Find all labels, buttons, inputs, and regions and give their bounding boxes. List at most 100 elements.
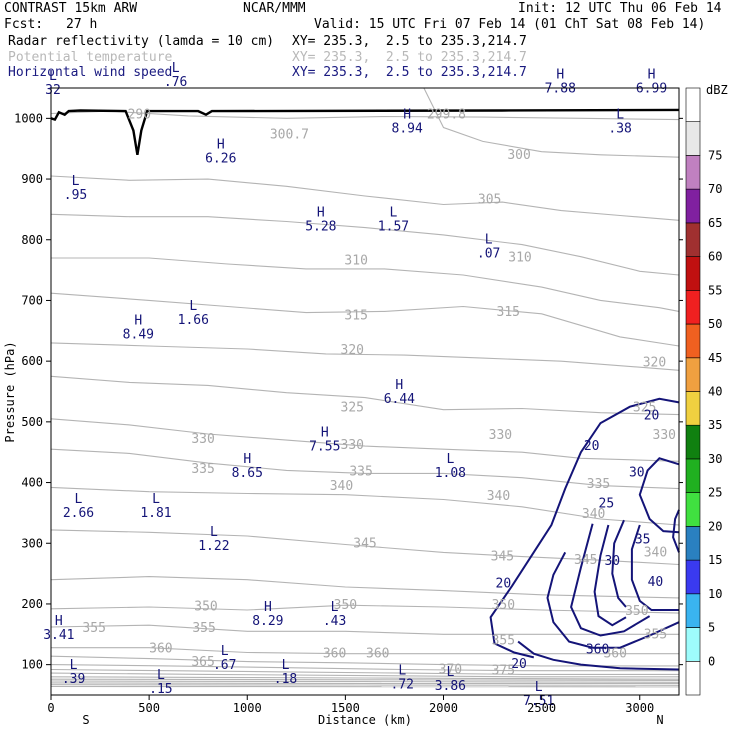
theta-isentrope	[50, 486, 680, 526]
extremum-type: H	[648, 67, 656, 82]
extremum-type: L	[210, 525, 218, 540]
center-label: NCAR/MMM	[243, 1, 306, 16]
theta-isentrope	[50, 448, 680, 490]
extremum-type: L	[72, 174, 80, 189]
extremum-value: .39	[62, 672, 85, 687]
extremum-marker: L.18	[274, 658, 297, 687]
colorbar-label: 30	[708, 452, 722, 466]
theta-contour-label: 310	[508, 250, 531, 265]
extremum-type: H	[317, 206, 325, 221]
theta-isentrope	[50, 668, 679, 675]
wind-contour-label: 30	[604, 554, 620, 569]
theta-isentrope	[50, 676, 680, 680]
wind-contour-label: 20	[584, 439, 600, 454]
extremum-value: 3.41	[43, 628, 74, 643]
field-name-theta: Potential temperature	[8, 50, 173, 65]
colorbar-box	[685, 424, 701, 460]
wind-contour-label: 25	[599, 497, 615, 512]
theta-contour-label: 355	[192, 621, 215, 636]
wind-isotach	[517, 640, 680, 671]
extremum-marker: H5.28	[305, 206, 336, 235]
x-axis-title: Distance (km)	[318, 713, 412, 727]
theta-isentrope	[50, 655, 679, 667]
colorbar-box	[685, 256, 701, 291]
wind-isotach	[546, 551, 680, 649]
theta-contour-label: 340	[487, 489, 510, 504]
extremum-marker: H8.49	[123, 314, 154, 343]
theta-contour-label: 350	[334, 598, 357, 613]
theta-contours	[50, 87, 680, 688]
theta-contour-label: 290	[128, 108, 151, 123]
x-tick-label: 2000	[429, 701, 458, 715]
init-time: Init: 12 UTC Thu 06 Feb 14	[518, 1, 722, 16]
extremum-value: 6.26	[205, 152, 236, 167]
theta-isentrope	[50, 342, 680, 371]
extremum-type: H	[55, 614, 63, 629]
terrain-line	[50, 108, 680, 155]
y-tick-label: 400	[21, 476, 43, 490]
y-tick-label: 900	[21, 172, 43, 186]
theta-contour-label: 325	[341, 400, 364, 415]
extremum-type: L	[172, 61, 180, 76]
field-name-wind: Horizontal wind speed	[8, 65, 173, 80]
extremum-type: H	[134, 314, 142, 329]
extremum-type: L	[49, 69, 57, 84]
theta-contour-label: 340	[582, 507, 605, 522]
extremum-type: H	[403, 107, 411, 122]
colorbar-box	[685, 627, 701, 662]
theta-isentrope	[51, 257, 680, 312]
x-tick-label: 500	[138, 701, 160, 715]
colorbar-label: 35	[708, 418, 722, 432]
x-tick-label: 3000	[625, 701, 654, 715]
wind-isotach	[489, 397, 680, 659]
extremum-marker: H8.94	[392, 107, 423, 136]
extremum-value: .43	[323, 614, 346, 629]
wind-contour-label: 30	[629, 466, 645, 481]
extremum-type: L	[398, 663, 406, 678]
colorbar-box	[685, 155, 701, 190]
extremum-marker: H7.55	[309, 425, 340, 454]
colorbar-box	[685, 188, 701, 224]
extremum-marker: H8.29	[252, 600, 283, 629]
theta-contour-label: 325	[633, 400, 656, 415]
extremum-marker: L.72	[391, 663, 414, 692]
theta-contour-label: 300.7	[270, 128, 309, 143]
theta-contour-label: 335	[349, 465, 372, 480]
wind-isotach	[630, 524, 679, 611]
plot-frame	[50, 87, 680, 696]
theta-contour-label: 340	[644, 545, 667, 560]
extremum-marker: H8.65	[232, 452, 263, 481]
extremum-value: 32	[45, 83, 61, 98]
extremum-type: L	[331, 600, 339, 615]
colorbar-label: 20	[708, 519, 722, 533]
colorbar-label: 40	[708, 385, 722, 399]
theta-isentrope	[50, 576, 680, 599]
y-tick-label: 100	[21, 658, 43, 672]
theta-contour-label: 360	[323, 647, 346, 662]
theta-isentrope	[50, 624, 679, 635]
theta-isentrope	[50, 664, 679, 672]
model-title: CONTRAST 15km ARW	[4, 1, 138, 16]
extremum-type: L	[616, 107, 624, 122]
extremum-value: 8.29	[252, 614, 283, 629]
x-tick-label: 1500	[331, 701, 360, 715]
theta-contour-label: 299.8	[427, 108, 466, 123]
extremum-type: L	[446, 452, 454, 467]
fcst-value: 27 h	[66, 17, 98, 32]
theta-contour-label: 360	[149, 641, 172, 656]
colorbar-label: 0	[708, 654, 715, 668]
extremum-type: L	[152, 492, 160, 507]
colorbar-box	[685, 121, 701, 156]
x-tick-label: 1000	[233, 701, 262, 715]
extremum-type: H	[395, 378, 403, 393]
extremum-marker: L.43	[323, 600, 346, 629]
extremum-value: 1.66	[178, 313, 209, 328]
theta-isentrope	[50, 175, 680, 221]
theta-contour-label: 330	[341, 438, 364, 453]
extremum-type: L	[157, 668, 165, 683]
x-tick-label: 2500	[527, 701, 556, 715]
theta-isentrope	[50, 678, 680, 681]
extremum-value: .95	[64, 188, 87, 203]
theta-contour-label: 355	[644, 627, 667, 642]
wind-isotach	[672, 509, 680, 553]
